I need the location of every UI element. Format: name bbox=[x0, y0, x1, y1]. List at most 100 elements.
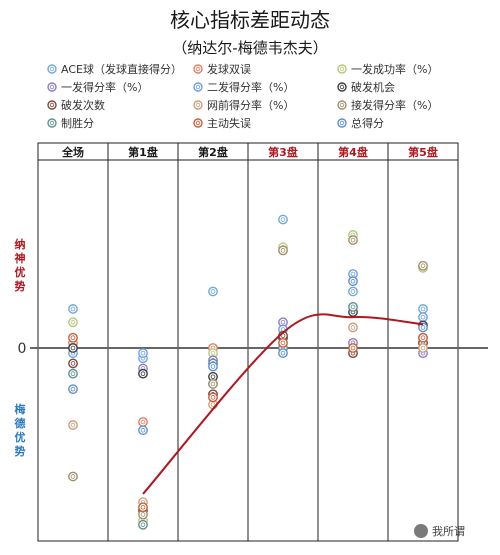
legend-marker-inner-icon bbox=[49, 84, 55, 90]
watermark: 我所谓 bbox=[414, 524, 465, 538]
legend-marker-inner-icon bbox=[49, 66, 55, 72]
column-headers: 全场 第1盘 第2盘 第3盘 第4盘 第5盘 bbox=[61, 145, 438, 159]
data-point-outer bbox=[68, 343, 78, 353]
data-point bbox=[68, 368, 78, 379]
data-point bbox=[278, 348, 288, 359]
legend-marker-icon bbox=[193, 100, 203, 110]
data-point-inner bbox=[140, 505, 146, 510]
legend-marker-inner-icon bbox=[49, 102, 55, 108]
data-point-inner bbox=[420, 263, 426, 269]
data-point bbox=[348, 235, 358, 245]
legend-label: 二发得分率（%） bbox=[207, 80, 294, 94]
data-point-inner bbox=[140, 371, 146, 376]
legend-marker-inner-icon bbox=[339, 66, 345, 72]
data-point-inner bbox=[350, 325, 356, 330]
data-point bbox=[348, 301, 358, 312]
advantage-label-top: 神 bbox=[15, 251, 26, 265]
data-point-inner bbox=[350, 271, 356, 277]
legend-label: 制胜分 bbox=[61, 116, 94, 130]
legend-marker-icon bbox=[337, 82, 347, 92]
wechat-icon bbox=[414, 524, 428, 538]
legend-label: 破发次数 bbox=[61, 98, 105, 112]
column-header: 第1盘 bbox=[128, 145, 158, 159]
data-point-outer bbox=[418, 260, 428, 271]
data-point bbox=[348, 322, 358, 333]
data-point-outer bbox=[348, 301, 358, 312]
data-point-outer bbox=[68, 384, 78, 395]
data-point bbox=[418, 304, 428, 314]
data-point bbox=[348, 343, 358, 353]
data-point-outer bbox=[138, 502, 148, 513]
data-point bbox=[278, 337, 288, 348]
zero-line: 0 bbox=[18, 341, 488, 357]
data-point-outer bbox=[68, 471, 78, 482]
data-point-outer bbox=[278, 337, 288, 348]
data-point-outer bbox=[68, 420, 78, 430]
legend-marker-icon bbox=[193, 118, 203, 128]
legend-marker-inner-icon bbox=[339, 120, 345, 126]
legend-marker-icon bbox=[337, 118, 347, 128]
data-point-inner bbox=[280, 340, 286, 346]
data-point bbox=[208, 392, 218, 403]
advantage-label-top: 优 bbox=[15, 265, 26, 279]
legend-marker-inner-icon bbox=[339, 102, 345, 108]
data-point bbox=[418, 260, 428, 271]
advantage-label-top: 纳 bbox=[15, 237, 26, 251]
data-point-inner bbox=[350, 345, 356, 351]
legend-label: 网前得分率（%） bbox=[207, 98, 294, 112]
data-point bbox=[208, 379, 218, 389]
data-point bbox=[348, 286, 358, 297]
legend-label: 一发成功率（%） bbox=[351, 62, 438, 76]
legend-marker-icon bbox=[47, 64, 57, 74]
column-header: 第3盘 bbox=[268, 145, 298, 159]
plot-frame bbox=[37, 142, 459, 542]
data-point-inner bbox=[350, 304, 356, 310]
data-point-inner bbox=[210, 395, 216, 400]
data-point-inner bbox=[70, 386, 76, 392]
data-point-inner bbox=[280, 248, 286, 253]
data-point bbox=[68, 332, 78, 343]
data-point bbox=[138, 348, 148, 359]
data-point-inner bbox=[210, 374, 216, 380]
data-point-outer bbox=[138, 348, 148, 359]
data-point-outer bbox=[418, 304, 428, 314]
advantage-label-bottom: 德 bbox=[14, 416, 26, 430]
data-point bbox=[348, 276, 358, 287]
data-point-inner bbox=[350, 289, 356, 294]
data-point-inner bbox=[70, 320, 76, 325]
data-point-inner bbox=[210, 289, 216, 294]
legend-marker-inner-icon bbox=[195, 102, 201, 108]
data-point bbox=[68, 304, 78, 314]
legend-label: 总得分 bbox=[351, 116, 384, 130]
data-point bbox=[138, 502, 148, 513]
data-point bbox=[418, 322, 428, 333]
data-point-outer bbox=[418, 343, 428, 353]
data-point-inner bbox=[140, 427, 146, 433]
data-point-outer bbox=[278, 348, 288, 359]
advantage-label-top: 势 bbox=[15, 279, 26, 293]
data-point-inner bbox=[70, 422, 76, 428]
chart-subtitle: （纳达尔-梅德韦杰夫） bbox=[172, 39, 327, 57]
data-point-outer bbox=[348, 235, 358, 245]
data-point-outer bbox=[278, 245, 288, 256]
advantage-label-bottom: 梅 bbox=[15, 402, 26, 416]
data-point-outer bbox=[208, 392, 218, 403]
data-point bbox=[208, 348, 218, 359]
data-point-outer bbox=[208, 286, 218, 297]
watermark-text: 我所谓 bbox=[432, 525, 465, 538]
data-point-outer bbox=[68, 368, 78, 379]
data-point-inner bbox=[420, 335, 426, 341]
data-point bbox=[278, 214, 288, 225]
data-point-outer bbox=[68, 317, 78, 328]
data-point-inner bbox=[420, 345, 426, 351]
legend-marker-icon bbox=[47, 100, 57, 110]
data-point bbox=[278, 245, 288, 256]
data-point-inner bbox=[420, 314, 426, 320]
data-point-inner bbox=[280, 320, 286, 325]
data-point bbox=[68, 317, 78, 328]
column-header: 第4盘 bbox=[338, 145, 368, 159]
legend-marker-icon bbox=[47, 82, 57, 92]
data-point bbox=[68, 420, 78, 430]
